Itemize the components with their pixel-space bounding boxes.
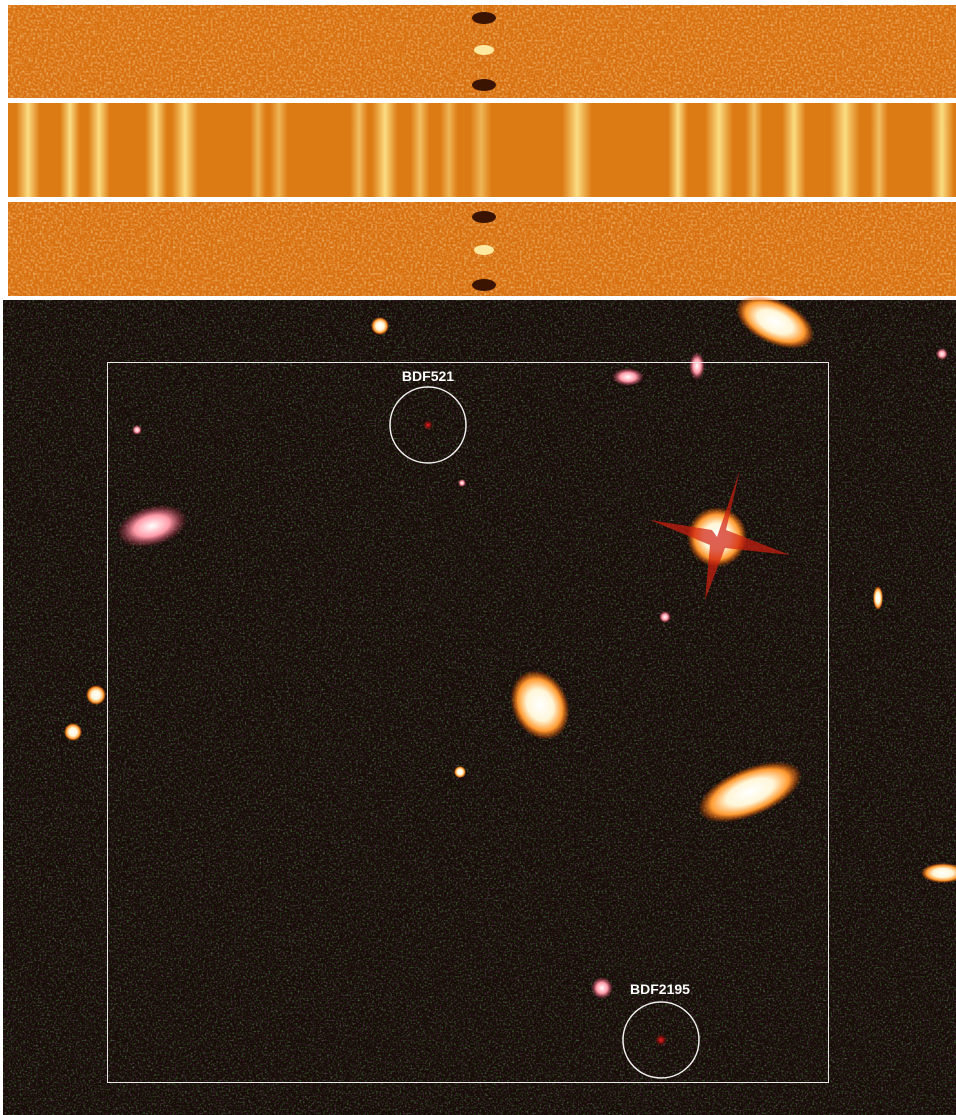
spectrum-panels (8, 5, 956, 296)
feature (472, 12, 496, 24)
feature (472, 279, 496, 291)
target-source (423, 420, 433, 430)
feature (472, 211, 496, 223)
target-circle (622, 1001, 700, 1079)
target-source (655, 1034, 667, 1046)
galaxies (64, 295, 956, 999)
feature (474, 45, 494, 55)
target-label: BDF521 (402, 368, 454, 384)
target-circle (389, 386, 467, 464)
feature (472, 79, 496, 91)
sky-lines (16, 103, 954, 197)
field-noise (3, 300, 956, 1115)
target-label: BDF2195 (630, 981, 690, 997)
feature (474, 245, 494, 255)
field-box (107, 362, 829, 1083)
deep-field: BDF521 BDF2195 (3, 295, 956, 1115)
